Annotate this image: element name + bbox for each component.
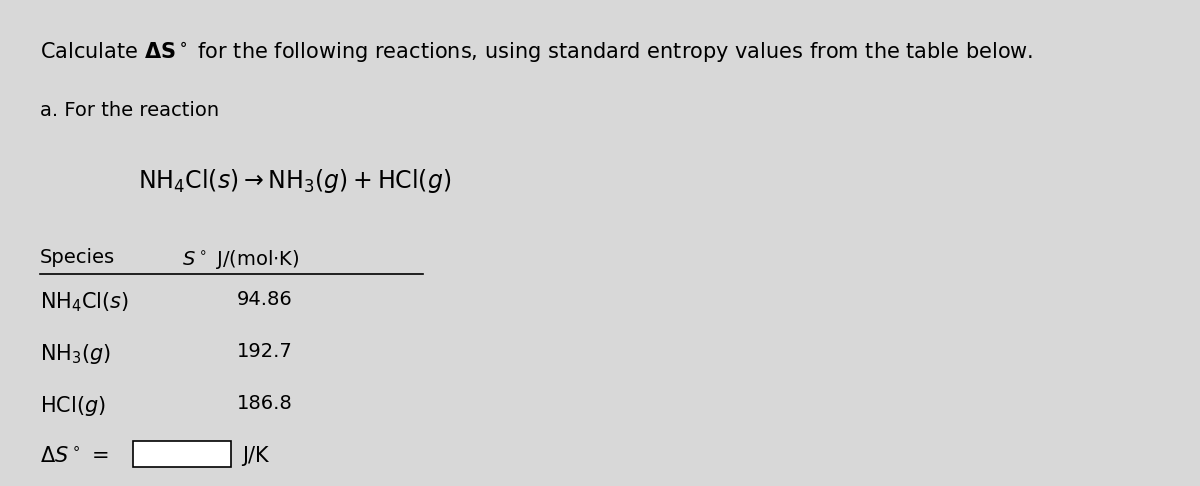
Text: a. For the reaction: a. For the reaction	[40, 102, 218, 121]
FancyBboxPatch shape	[133, 441, 232, 467]
Text: $\mathrm{NH_4Cl}(s) \rightarrow \mathrm{NH_3}(g) + \mathrm{HCl}(g)$: $\mathrm{NH_4Cl}(s) \rightarrow \mathrm{…	[138, 168, 451, 195]
Text: Species: Species	[40, 248, 115, 267]
Text: 186.8: 186.8	[236, 394, 293, 413]
Text: 192.7: 192.7	[236, 342, 293, 361]
Text: $\mathrm{NH_4Cl}(s)$: $\mathrm{NH_4Cl}(s)$	[40, 290, 128, 314]
Text: $\Delta S^\circ$ =: $\Delta S^\circ$ =	[40, 446, 108, 466]
Text: J/K: J/K	[242, 446, 269, 466]
Text: $S^\circ$ J/(mol$\cdot$K): $S^\circ$ J/(mol$\cdot$K)	[182, 248, 300, 271]
Text: 94.86: 94.86	[236, 290, 293, 309]
Text: $\mathrm{NH_3}(g)$: $\mathrm{NH_3}(g)$	[40, 342, 110, 366]
Text: $\mathrm{HCl}(g)$: $\mathrm{HCl}(g)$	[40, 394, 106, 418]
Text: Calculate $\mathbf{\Delta S^\circ}$ for the following reactions, using standard : Calculate $\mathbf{\Delta S^\circ}$ for …	[40, 40, 1033, 64]
